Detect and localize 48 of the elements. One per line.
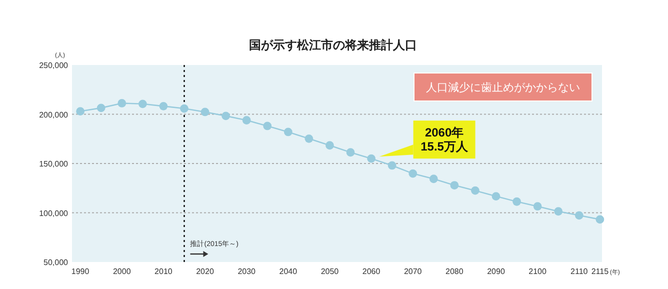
- annotation: 人口減少に歯止めがかからない: [426, 81, 580, 94]
- point: [96, 104, 106, 112]
- point: [492, 192, 500, 200]
- x-tick-label: 2090: [487, 267, 506, 276]
- point: [200, 108, 210, 116]
- point: [159, 102, 168, 110]
- point: [367, 154, 376, 163]
- y-tick-label: 150,000: [39, 160, 69, 168]
- y-tick-label: 200,000: [39, 110, 69, 120]
- x-tick-label: 1990: [71, 267, 90, 276]
- point: [408, 169, 418, 178]
- point: [180, 104, 188, 113]
- point: [263, 122, 272, 130]
- point: [326, 141, 334, 150]
- point: [596, 215, 604, 224]
- y-tick-label: 50,000: [44, 258, 69, 267]
- x-tick-label: 2110: [570, 267, 588, 276]
- x-tick-label: 2080: [446, 267, 464, 276]
- chart-title: 国が示す松江市の将来推計人口: [249, 38, 417, 52]
- point: [512, 197, 521, 206]
- x-tick-label: 2115: [591, 267, 610, 276]
- point: [242, 116, 251, 124]
- y-tick-label: 100,000: [39, 208, 69, 218]
- point: [138, 100, 147, 108]
- x-tick-label: 2070: [404, 267, 422, 276]
- point: [533, 202, 542, 211]
- x-tick-label: 2100: [528, 267, 548, 276]
- x-tick-label: 2000: [112, 267, 132, 276]
- point: [304, 134, 314, 143]
- x-tick-label: 2030: [238, 267, 256, 276]
- point: [118, 99, 126, 108]
- point: [554, 207, 563, 216]
- point: [429, 174, 438, 184]
- point: [574, 211, 584, 220]
- point: [388, 161, 396, 170]
- point: [471, 186, 480, 195]
- annotation: 2060年 15.5万人: [420, 126, 469, 154]
- x-tick-label: 2020: [196, 267, 214, 276]
- point: [284, 128, 292, 136]
- point: [76, 107, 85, 116]
- x-tick-label: 2010: [154, 267, 173, 276]
- point: [346, 148, 355, 157]
- point: [222, 112, 230, 120]
- x-tick-label: 2040: [279, 267, 298, 276]
- y-tick-label: 250,000: [39, 61, 69, 70]
- x-tick-label: 2060: [362, 267, 381, 276]
- point: [450, 181, 459, 190]
- x-tick-label: 2050: [320, 267, 340, 276]
